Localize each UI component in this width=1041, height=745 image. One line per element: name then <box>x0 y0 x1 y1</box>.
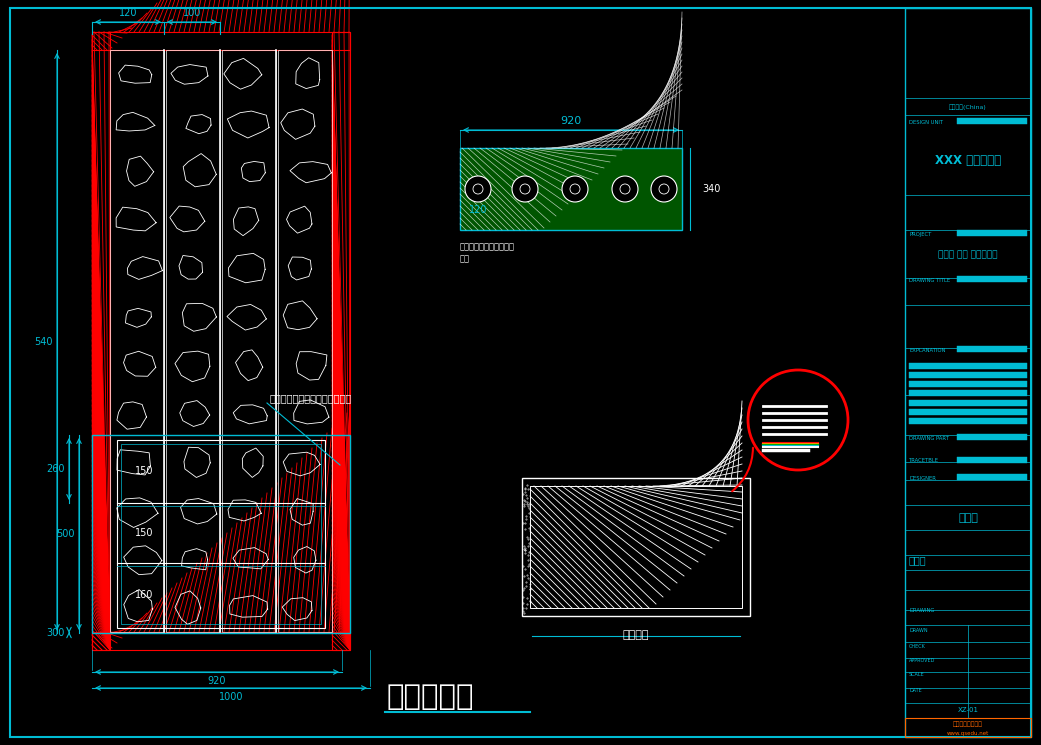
Text: 细木工板衬底外贴装饰板做隔板: 细木工板衬底外贴装饰板做隔板 <box>270 393 352 403</box>
Bar <box>957 276 1027 282</box>
Text: XZ-01: XZ-01 <box>958 707 979 713</box>
Text: 120: 120 <box>468 205 487 215</box>
Circle shape <box>651 176 677 202</box>
Text: 细木工板衬底外贴装饰板: 细木工板衬底外贴装饰板 <box>460 242 515 251</box>
Text: 赵振远: 赵振远 <box>958 513 977 523</box>
Text: 920: 920 <box>560 116 582 126</box>
Text: 南方建筑(China): 南方建筑(China) <box>949 104 987 110</box>
Text: 920: 920 <box>208 676 226 686</box>
Bar <box>905 8 1031 737</box>
Bar <box>332 32 350 650</box>
Bar <box>121 444 321 624</box>
Text: DESIGNER: DESIGNER <box>909 475 936 481</box>
Bar <box>530 486 742 608</box>
Text: 鹋柜施工图: 鹋柜施工图 <box>386 683 474 711</box>
Bar <box>460 148 682 230</box>
Text: APPROVED: APPROVED <box>909 658 936 662</box>
Bar <box>957 346 1027 352</box>
Bar <box>909 363 1027 369</box>
Circle shape <box>465 176 491 202</box>
Text: DRAWING: DRAWING <box>909 607 935 612</box>
Bar <box>909 372 1027 378</box>
Bar <box>166 50 220 632</box>
Bar <box>909 418 1027 424</box>
Text: XXX 精品大户室: XXX 精品大户室 <box>935 153 1001 166</box>
Text: 150: 150 <box>135 466 153 477</box>
Text: 150: 150 <box>135 528 153 538</box>
Bar <box>92 435 350 633</box>
Text: 曹文革 地中 家庭装饰案: 曹文革 地中 家庭装饰案 <box>938 250 997 259</box>
Bar <box>522 478 750 616</box>
Bar <box>905 718 1031 737</box>
Text: 包装层: 包装层 <box>909 555 926 565</box>
Circle shape <box>612 176 638 202</box>
Bar <box>909 390 1027 396</box>
Bar <box>92 632 350 650</box>
Text: TRACETBLE: TRACETBLE <box>909 458 939 463</box>
Bar <box>909 409 1027 415</box>
Text: 120: 120 <box>119 8 137 18</box>
Text: 1000: 1000 <box>219 692 244 702</box>
Circle shape <box>512 176 538 202</box>
Bar <box>957 118 1027 124</box>
Text: EXPLANATION: EXPLANATION <box>909 347 945 352</box>
Bar <box>92 32 110 650</box>
Text: www.qsedu.net: www.qsedu.net <box>947 731 989 735</box>
Text: DRAWING PART: DRAWING PART <box>909 436 949 440</box>
Text: 260: 260 <box>47 464 65 474</box>
Bar <box>110 50 164 632</box>
Text: 鞋柜门板: 鞋柜门板 <box>623 630 650 640</box>
Text: 160: 160 <box>135 591 153 600</box>
Text: CHECK: CHECK <box>909 644 925 648</box>
Bar <box>957 474 1027 480</box>
Bar <box>957 230 1027 236</box>
Text: DRAWN: DRAWN <box>909 627 928 633</box>
Circle shape <box>562 176 588 202</box>
Text: PROJECT: PROJECT <box>909 232 932 236</box>
Bar <box>92 32 350 50</box>
Bar <box>957 434 1027 440</box>
Bar <box>909 400 1027 406</box>
Bar <box>957 457 1027 463</box>
Text: DRAWING TITLE: DRAWING TITLE <box>909 277 950 282</box>
Text: DATE: DATE <box>909 688 921 693</box>
Text: SCALE: SCALE <box>909 673 924 677</box>
Bar <box>909 381 1027 387</box>
Text: 540: 540 <box>34 337 53 346</box>
Text: 340: 340 <box>702 184 720 194</box>
Text: 300: 300 <box>47 627 65 638</box>
Text: 500: 500 <box>56 529 75 539</box>
Text: DESIGN UNIT: DESIGN UNIT <box>909 119 943 124</box>
Bar <box>278 50 332 632</box>
Text: 齐生设计职业学校: 齐生设计职业学校 <box>953 721 983 727</box>
Text: 100: 100 <box>183 8 201 18</box>
Bar <box>117 440 325 628</box>
Bar <box>222 50 276 632</box>
Text: 厚木: 厚木 <box>460 254 469 263</box>
